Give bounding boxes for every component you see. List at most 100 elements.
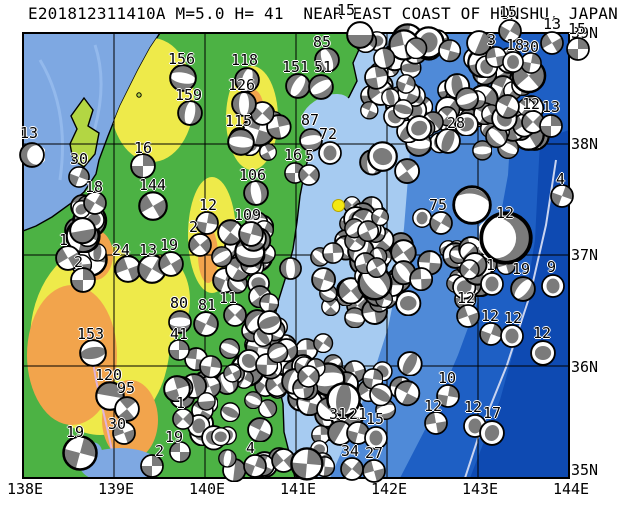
focal-mechanism-ball — [259, 143, 277, 162]
focal-mechanism-ball — [364, 426, 388, 450]
focal-mechanism-ball — [321, 241, 344, 264]
depth-label: 1 — [59, 231, 69, 249]
focal-mechanism-ball — [471, 140, 493, 161]
focal-mechanism-ball — [465, 29, 492, 56]
depth-label: 12 — [199, 196, 218, 214]
depth-label: 5 — [305, 147, 315, 165]
depth-label: 30 — [108, 415, 127, 433]
depth-label: 153 — [77, 325, 105, 343]
depth-label: 19 — [512, 260, 531, 278]
lon-label: 143E — [461, 480, 499, 498]
focal-mechanism-ball — [372, 47, 395, 70]
depth-label: 159 — [175, 86, 203, 104]
focal-mechanism-ball — [68, 217, 96, 245]
depth-label: 1 — [486, 256, 496, 274]
depth-label: 106 — [239, 166, 267, 184]
focal-mechanism-ball — [541, 274, 565, 298]
depth-label: 9 — [547, 258, 557, 276]
focal-mechanism-ball — [498, 19, 522, 43]
depth-label: 18 — [85, 178, 104, 196]
focal-mechanism-ball — [394, 158, 420, 185]
focal-mechanism-ball — [257, 310, 282, 335]
depth-label: 81 — [198, 296, 217, 314]
focal-mechanism-ball — [290, 447, 324, 481]
focal-mechanism-ball — [479, 211, 533, 265]
depth-label: 109 — [234, 206, 262, 224]
depth-label: 16 — [134, 139, 153, 157]
depth-label: 13 — [543, 15, 562, 33]
focal-mechanism-ball — [168, 339, 190, 361]
focal-mechanism-ball — [158, 251, 184, 277]
focal-mechanism-ball — [70, 267, 96, 293]
depth-label: 12 — [457, 289, 476, 307]
depth-label: 30 — [521, 38, 540, 56]
lat-label: 35N — [571, 461, 599, 479]
focal-mechanism-ball — [458, 258, 480, 280]
focal-mechanism-ball — [539, 114, 563, 138]
focal-mechanism-ball — [266, 114, 292, 140]
focal-mechanism-ball — [223, 364, 242, 383]
focal-mechanism-ball — [346, 421, 370, 445]
focal-mechanism-ball — [130, 153, 156, 179]
small-island — [136, 92, 142, 98]
focal-mechanism-ball — [199, 355, 223, 379]
focal-mechanism-ball — [346, 21, 374, 49]
focal-mechanism-ball — [243, 180, 269, 206]
focal-mechanism-ball — [112, 421, 136, 445]
focal-mechanism-ball — [394, 380, 421, 407]
focal-mechanism-ball — [566, 37, 590, 61]
depth-label: 115 — [225, 112, 253, 130]
depth-label: 3 — [487, 31, 497, 49]
depth-label: 15 — [568, 20, 587, 38]
focal-mechanism-ball — [520, 52, 542, 74]
focal-mechanism-ball — [485, 46, 507, 68]
focal-mechanism-ball — [455, 86, 480, 111]
epicenter-marker — [331, 198, 345, 212]
depth-label: 27 — [365, 444, 384, 462]
depth-label: 75 — [429, 196, 448, 214]
focal-mechanism-ball — [197, 392, 216, 411]
focal-mechanism-ball — [211, 426, 231, 447]
focal-mechanism-ball — [79, 339, 107, 367]
focal-mechanism-ball — [357, 220, 380, 243]
focal-mechanism-ball — [362, 459, 386, 483]
depth-label: 12 — [464, 398, 483, 416]
focal-mechanism-ball — [218, 448, 237, 468]
focal-mechanism-ball — [172, 408, 194, 430]
focal-mechanism-ball — [243, 454, 267, 478]
focal-mechanism-ball — [114, 396, 140, 422]
focal-mechanism-ball — [454, 111, 480, 137]
focal-mechanism-ball — [83, 191, 107, 215]
focal-mechanism-ball — [340, 457, 364, 481]
focal-mechanism-ball — [267, 341, 289, 364]
focal-mechanism-ball — [138, 191, 168, 221]
focal-mechanism-ball — [436, 384, 460, 408]
depth-label: 12 — [522, 95, 541, 113]
depth-label: 19 — [160, 236, 179, 254]
depth-label: 51 — [314, 58, 333, 76]
focal-mechanism-ball — [325, 381, 361, 417]
depth-label: 4 — [246, 439, 256, 457]
lat-label: 39N — [571, 24, 599, 42]
focal-mechanism-ball — [193, 311, 219, 337]
focal-mechanism-ball — [244, 391, 263, 410]
focal-mechanism-ball — [220, 401, 241, 422]
focal-mechanism-ball — [381, 88, 400, 107]
focal-mechanism-ball — [366, 257, 388, 279]
focal-mechanism-ball — [360, 101, 379, 120]
focal-mechanism-ball — [405, 114, 432, 141]
focal-mechanism-ball — [169, 441, 191, 463]
focal-mechanism-ball — [409, 267, 434, 292]
focal-mechanism-ball — [485, 125, 509, 149]
focal-mechanism-ball — [395, 289, 422, 317]
focal-mechanism-ball — [405, 36, 428, 59]
focal-mechanism-ball — [285, 73, 311, 99]
depth-label: 12 — [424, 397, 443, 415]
focal-mechanism-ball — [55, 245, 81, 271]
depth-label: 19 — [165, 428, 184, 446]
focal-mechanism-ball — [429, 211, 453, 235]
depth-label: 12 — [504, 309, 523, 327]
depth-label: 15 — [337, 1, 356, 19]
depth-label: 17 — [483, 404, 502, 422]
depth-label: 1 — [176, 394, 186, 412]
